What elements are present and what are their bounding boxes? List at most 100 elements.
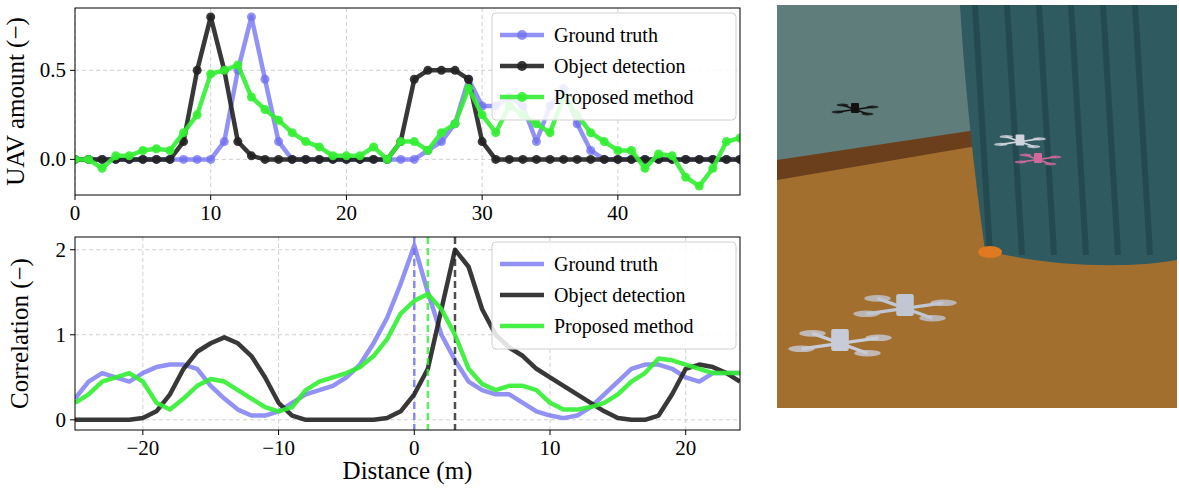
drone-arm [878, 298, 933, 318]
point [138, 155, 147, 164]
point [125, 151, 134, 160]
point [410, 137, 419, 146]
point [328, 151, 337, 160]
point [261, 75, 270, 84]
point [451, 119, 460, 128]
point [193, 155, 202, 164]
tick-label: −20 [126, 436, 159, 460]
point [288, 155, 297, 164]
point [586, 155, 595, 164]
tick [278, 430, 279, 435]
drone-rotor [1000, 135, 1013, 138]
point [464, 84, 473, 93]
legend-swatch [500, 324, 544, 329]
tick [142, 430, 143, 435]
drone-arm [1026, 155, 1051, 164]
point [166, 155, 175, 164]
point [179, 155, 188, 164]
point [410, 155, 419, 164]
point [98, 164, 107, 173]
series-line [75, 17, 740, 159]
point [586, 128, 595, 137]
tick [482, 195, 483, 200]
tick [346, 195, 347, 200]
point [532, 155, 541, 164]
drone-rotor [1015, 161, 1027, 164]
drone-far [994, 135, 1046, 149]
point [532, 137, 541, 146]
point [396, 137, 405, 146]
point [518, 155, 527, 164]
grid-line [142, 237, 143, 430]
drone-rotor [930, 300, 956, 307]
photo [777, 5, 1177, 408]
tick-label: 40 [607, 201, 628, 225]
tick-label: 0.5 [40, 58, 66, 82]
point [600, 137, 609, 146]
peak-line [413, 237, 416, 430]
tick [70, 249, 75, 250]
point [573, 155, 582, 164]
point [383, 155, 392, 164]
drone-arm [1006, 137, 1034, 147]
point [586, 146, 595, 155]
point [356, 151, 365, 160]
tick-label: 30 [472, 201, 493, 225]
point [423, 146, 432, 155]
legend-label: Ground truth [554, 253, 658, 275]
drone-dark [832, 103, 879, 116]
point [315, 155, 324, 164]
point [84, 155, 93, 164]
legend-marker [517, 92, 527, 102]
point [247, 12, 256, 21]
grid-line [414, 237, 415, 430]
point [75, 155, 80, 164]
point [695, 182, 704, 191]
point [152, 144, 161, 153]
point [491, 155, 500, 164]
point [288, 155, 297, 164]
drone-rotor [862, 113, 874, 116]
point [369, 155, 378, 164]
point [478, 137, 487, 146]
point [220, 66, 229, 75]
point [437, 128, 446, 137]
grid-line [210, 8, 211, 195]
drone-rotor [864, 295, 890, 302]
point [437, 66, 446, 75]
point [410, 75, 419, 84]
point [193, 66, 202, 75]
point [233, 137, 242, 146]
drone-rotor [837, 104, 849, 107]
tick-label: 20 [336, 201, 357, 225]
point [722, 155, 731, 164]
point [478, 110, 487, 119]
series-line [75, 246, 740, 419]
point [233, 60, 242, 69]
point [464, 75, 473, 84]
point [206, 69, 215, 78]
point [247, 93, 256, 102]
point [396, 155, 405, 164]
tick-label: 0 [70, 201, 81, 225]
point [152, 155, 161, 164]
tick [70, 334, 75, 335]
chart-1: −20−1001020012Correlation (−)Distance (m… [6, 237, 740, 485]
drone-rotor [788, 346, 814, 353]
legend-box [492, 13, 736, 120]
axis-title: UAV amount (−) [2, 17, 30, 186]
legend-label: Ground truth [554, 24, 658, 46]
plot-frame [75, 8, 740, 195]
point [261, 155, 270, 164]
tick-label: 0.0 [40, 147, 66, 171]
drone-rotor [1045, 163, 1057, 166]
tick-label: −10 [262, 436, 295, 460]
drone-rotor [1033, 137, 1046, 140]
plot-frame [75, 237, 740, 430]
tick-label: 10 [540, 436, 561, 460]
legend: Ground truthObject detectionProposed met… [492, 13, 736, 120]
point [654, 150, 663, 159]
point [423, 146, 432, 155]
point [736, 155, 741, 164]
plot-data [75, 237, 740, 430]
